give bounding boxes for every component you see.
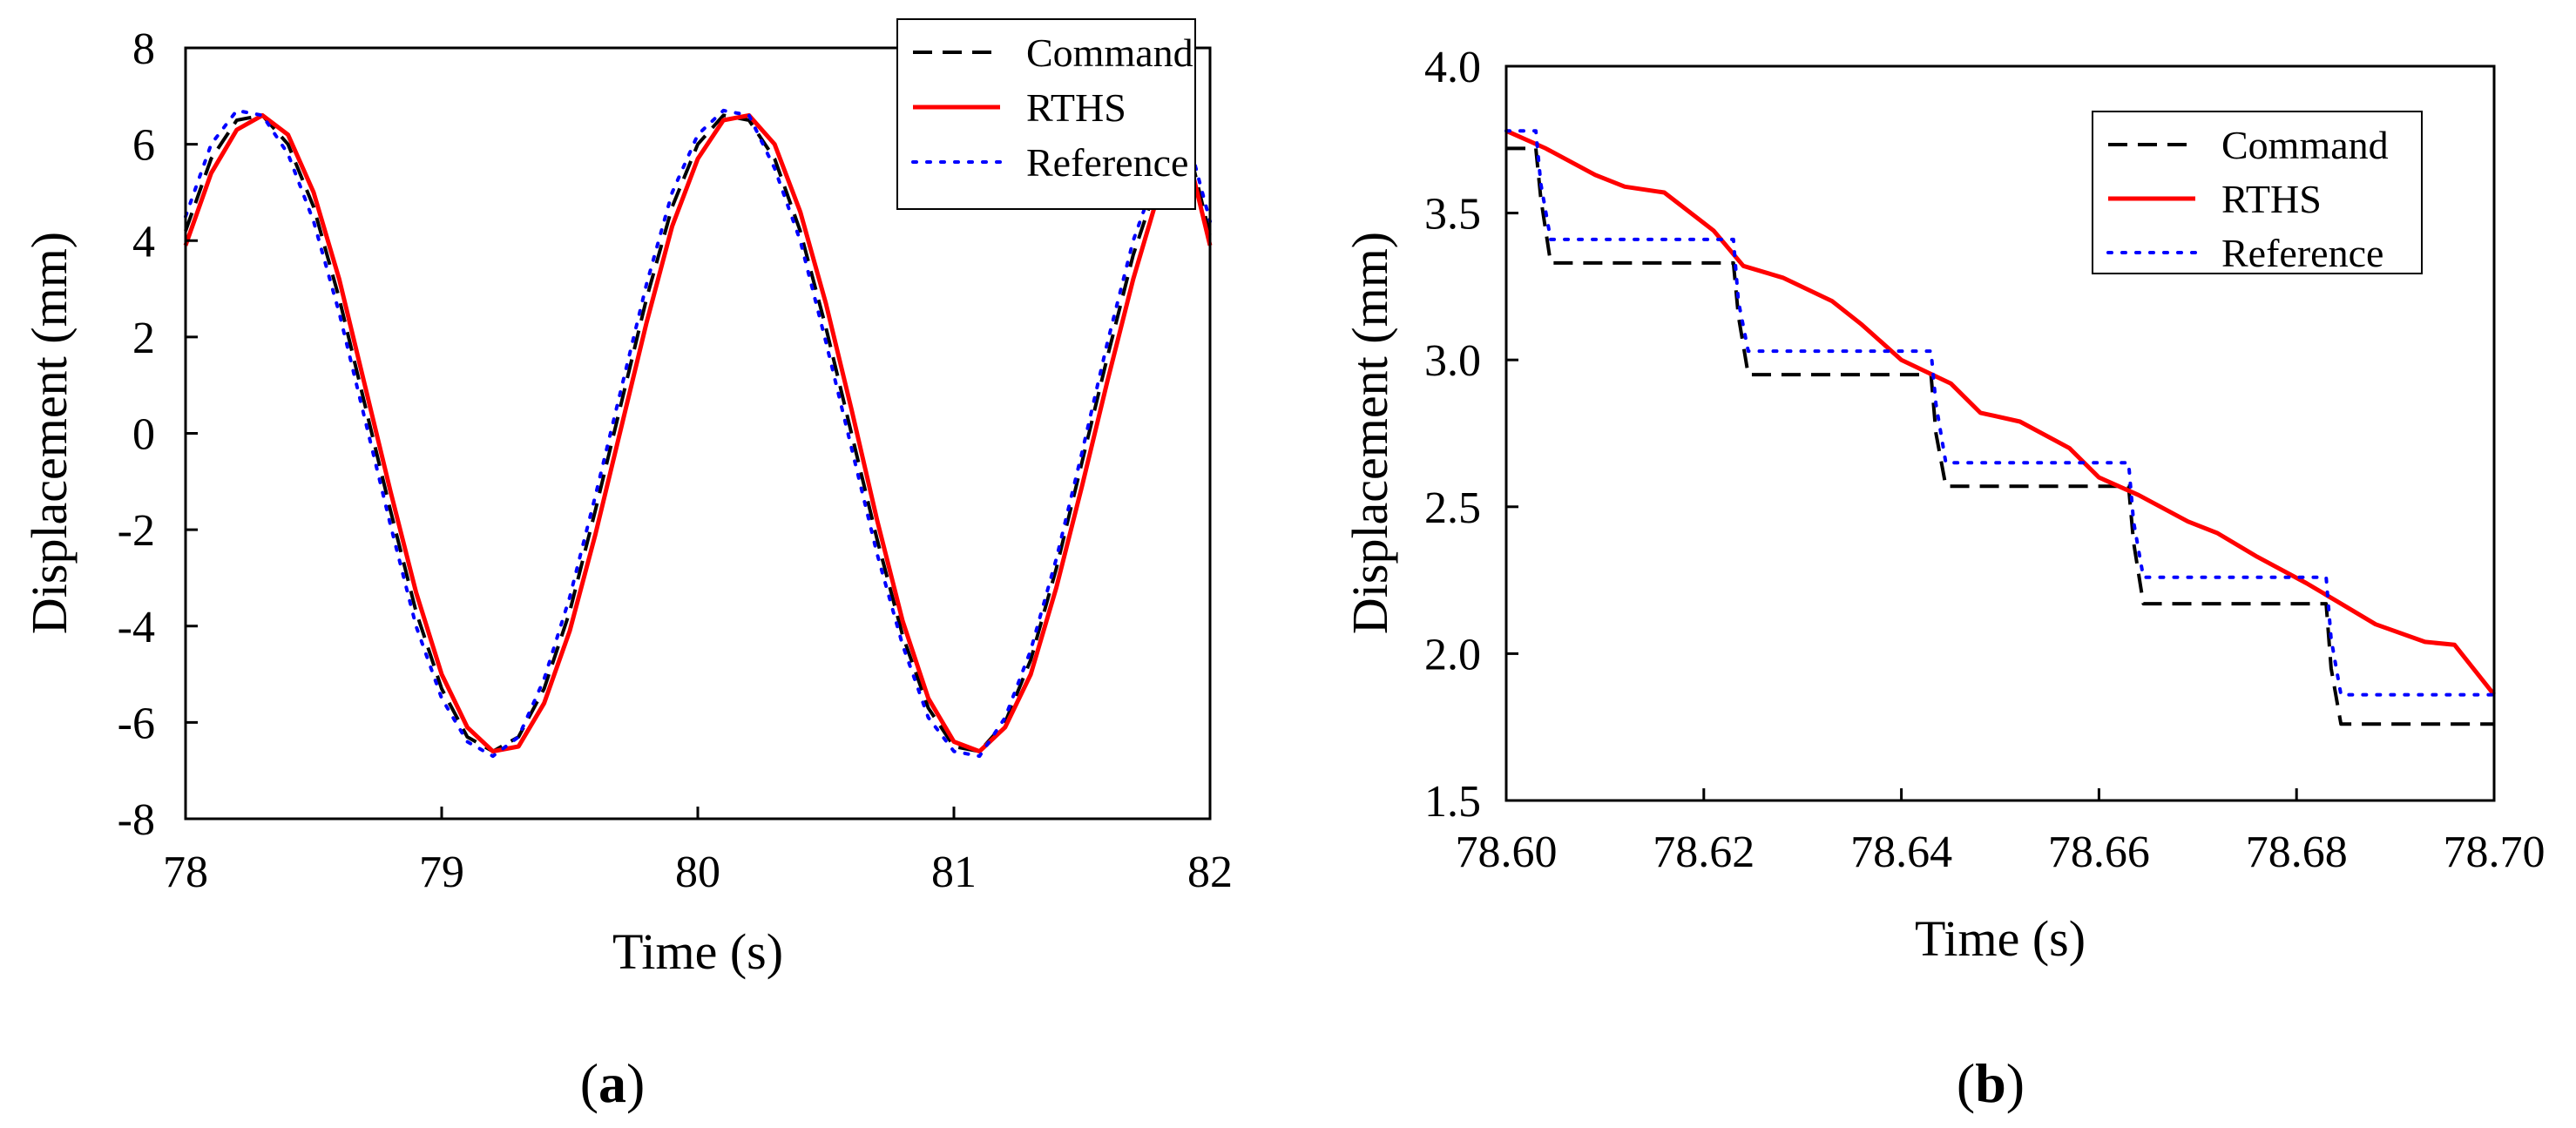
y-tick-label-b: 3.5 [1424,190,1481,240]
legend-label-command-a: Command [1026,30,1193,75]
y-tick-label-a: -6 [118,699,155,748]
x-tick-label-b: 78.60 [1456,827,1558,877]
legend-label-reference-b: Reference [2221,231,2383,275]
x-tick-label-b: 78.64 [1850,827,1952,877]
legend-label-rths-a: RTHS [1026,85,1126,130]
y-tick-label-b: 2.0 [1424,630,1481,679]
y-tick-label-a: 4 [132,217,155,267]
x-tick-label-b: 78.66 [2048,827,2150,877]
tick-layer-b: 78.60 78.62 78.64 78.66 78.68 78.70 1.5 2.0 2.5 3… [1424,43,2546,877]
y-tick-label-a: 2 [132,314,155,363]
y-tick-label-a: 8 [132,24,155,74]
y-tick-label-a: -4 [118,603,155,652]
legend-label-command-b: Command [2221,123,2389,167]
y-tick-label-b: 1.5 [1424,777,1481,827]
series-line-command-a [184,113,1212,753]
x-tick-label-a: 82 [1187,848,1233,897]
series-line-command-b [1506,146,2494,726]
series-line-rths-b [1504,128,2496,697]
y-axis-label-b: Displacement (mm) [1342,232,1398,634]
series-layer-a [183,108,1213,759]
panel-label-b: (b) [1957,1052,2025,1114]
chart-panel-a: 78 79 80 81 82 -8 -6 -4 -2 0 2 4 6 8 Time (s) Displac… [21,18,1233,980]
x-tick-label-a: 79 [419,848,464,897]
x-axis-label-b: Time (s) [1915,910,2086,967]
y-tick-label-b: 4.0 [1424,43,1481,92]
plot-frame-b [1504,64,2496,802]
y-tick-label-b: 3.0 [1424,336,1481,386]
x-tick-label-a: 81 [931,848,977,897]
legend-label-rths-b: RTHS [2221,177,2322,221]
y-tick-label-b: 2.5 [1424,483,1481,533]
series-line-reference-b [1504,129,2496,697]
legend-b: Command RTHS Reference [2092,111,2423,275]
y-tick-label-a: -2 [118,506,155,556]
y-tick-label-a: -8 [118,795,155,845]
x-axis-label-a: Time (s) [612,923,783,980]
chart-panel-b: 78.60 78.62 78.64 78.66 78.68 78.70 1.5 2.0 2.5 3… [1342,43,2546,967]
series-line-rths-a [183,112,1213,754]
legend-a: Command RTHS Reference [896,18,1196,210]
x-tick-label-a: 78 [163,848,208,897]
x-tick-label-a: 80 [675,848,720,897]
tick-layer-a: 78 79 80 81 82 -8 -6 -4 -2 0 2 4 6 8 [118,24,1233,897]
y-axis-label-a: Displacement (mm) [21,232,78,634]
y-tick-label-a: 6 [132,121,155,171]
panel-label-a: (a) [580,1052,646,1114]
x-tick-label-b: 78.62 [1653,827,1755,877]
legend-label-reference-a: Reference [1026,140,1188,185]
x-tick-label-b: 78.70 [2444,827,2546,877]
series-layer-b [1504,128,2496,726]
legend-box-b [2092,111,2423,274]
series-line-reference-a [184,108,1212,759]
x-tick-label-b: 78.68 [2246,827,2348,877]
y-tick-label-a: 0 [132,410,155,460]
